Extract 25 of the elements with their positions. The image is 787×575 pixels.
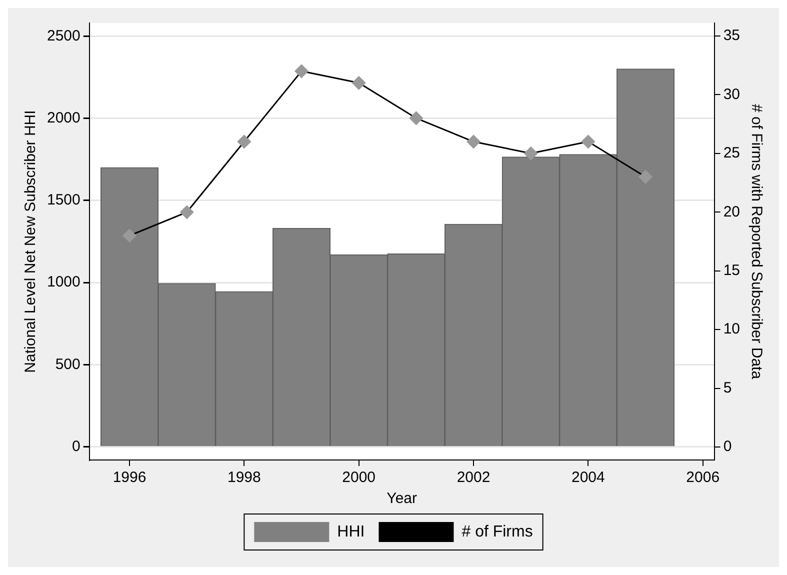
y2-tick-label: 5 [723,379,732,396]
x-tick-label: 1996 [112,469,146,486]
y-axis-title: National Level Net New Subscriber HHI [22,110,40,373]
y2-axis-title: # of Firms with Reported Subscriber Data [748,104,765,380]
legend-label: # of Firms [462,523,533,540]
y2-tick-label: 10 [723,320,740,338]
y-tick-label: 2500 [46,27,80,44]
x-axis-title: Year [386,490,417,508]
y2-tick-label: 30 [723,86,740,103]
y2-tick-label: 35 [723,27,740,44]
y2-tick-label: 25 [723,144,740,162]
y-tick-label: 0 [72,438,80,455]
y-tick-label: 2000 [46,109,80,126]
y-tick-label: 1000 [46,274,80,291]
y2-tick-label: 15 [723,262,740,280]
y2-tick-label: 0 [723,438,732,456]
x-tick-label: 1998 [227,469,261,486]
legend-label: HHI [337,523,365,540]
y-tick-label: 500 [55,356,80,373]
x-tick-label: 2004 [571,469,605,486]
y2-tick-label: 20 [723,203,740,220]
y-tick-label: 1500 [46,192,80,209]
x-tick-label: 2000 [342,469,376,486]
x-tick-label: 2002 [456,469,490,486]
x-tick-label: 2006 [686,469,720,486]
